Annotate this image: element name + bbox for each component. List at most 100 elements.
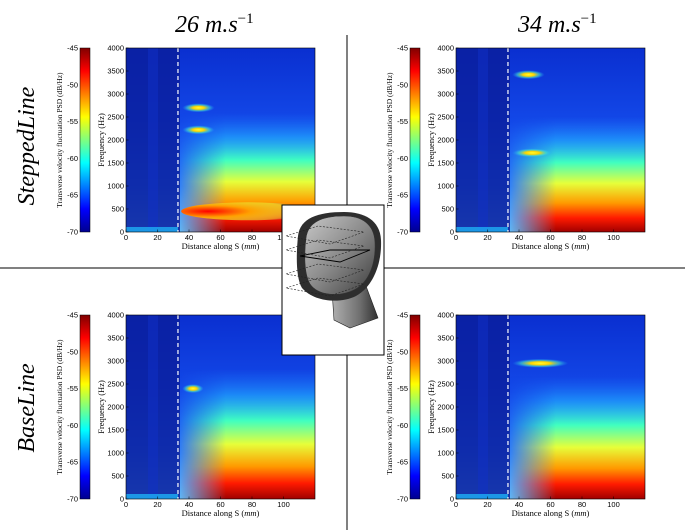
- x-axis-label: Distance along S (mm): [182, 508, 260, 518]
- x-axis-label: Distance along S (mm): [182, 241, 260, 251]
- colorbar-tick-label: -60: [397, 154, 408, 163]
- x-tick-label: 40: [515, 500, 523, 509]
- colorbar-tick-label: -45: [67, 44, 78, 53]
- y-tick-label: 4000: [107, 44, 124, 53]
- y-tick-label: 1500: [107, 426, 124, 435]
- colorbar-tick-label: -50: [67, 80, 78, 89]
- y-tick-label: 3000: [107, 357, 124, 366]
- colorbar-tick-label: -65: [397, 458, 408, 467]
- y-tick-label: 3000: [437, 90, 454, 99]
- panel-steppedline-26-m-s-1: -45 -50 -55 -60 -65 -70 Transverse velocity fl…: [55, 44, 316, 251]
- x-tick-label: 40: [515, 233, 523, 242]
- y-tick-label: 0: [450, 495, 454, 504]
- y-tick-label: 2000: [107, 403, 124, 412]
- panel-steppedline-34-m-s-1: -45 -50 -55 -60 -65 -70 Transverse velocity fl…: [385, 44, 646, 251]
- y-tick-label: 4000: [437, 44, 454, 53]
- colorbar-tick-label: -70: [397, 228, 408, 237]
- heatmap-area: [456, 48, 645, 232]
- y-axis-label: Frequency (Hz): [426, 380, 436, 434]
- x-tick-label: 80: [248, 500, 256, 509]
- x-tick-label: 0: [454, 500, 458, 509]
- x-tick-label: 80: [578, 500, 586, 509]
- y-tick-label: 0: [450, 228, 454, 237]
- y-tick-label: 1000: [437, 449, 454, 458]
- y-tick-label: 1500: [107, 159, 124, 168]
- x-tick-label: 100: [277, 500, 290, 509]
- colorbar-tick-label: -55: [67, 384, 78, 393]
- x-axis-label: Distance along S (mm): [512, 508, 590, 518]
- colorbar-tick-label: -70: [67, 495, 78, 504]
- colorbar-label: Transverse velocity fluctuation PSD (dB/…: [55, 339, 64, 475]
- row-label-baseline: BaseLine: [14, 363, 40, 453]
- y-tick-label: 500: [111, 205, 124, 214]
- col-title-26: 26 m.s−1: [175, 11, 254, 38]
- x-tick-label: 80: [578, 233, 586, 242]
- row-label-steppedline: SteppedLine: [14, 86, 40, 205]
- tonal-peak: [182, 125, 215, 135]
- colorbar-tick-label: -45: [397, 311, 408, 320]
- colorbar-label: Transverse velocity fluctuation PSD (dB/…: [55, 72, 64, 208]
- x-tick-label: 100: [607, 500, 620, 509]
- y-tick-label: 0: [120, 495, 124, 504]
- y-tick-label: 3000: [437, 357, 454, 366]
- x-tick-label: 80: [248, 233, 256, 242]
- y-tick-label: 3500: [107, 67, 124, 76]
- y-tick-label: 2000: [437, 403, 454, 412]
- y-tick-label: 4000: [437, 311, 454, 320]
- y-axis-label: Frequency (Hz): [96, 113, 106, 167]
- y-axis-label: Frequency (Hz): [96, 380, 106, 434]
- panel-baseline-34-m-s-1: -45 -50 -55 -60 -65 -70 Transverse velocity fl…: [385, 311, 646, 518]
- y-axis-label: Frequency (Hz): [426, 113, 436, 167]
- colorbar-tick-label: -55: [397, 117, 408, 126]
- y-tick-label: 2000: [437, 136, 454, 145]
- colorbar: [79, 314, 91, 500]
- tonal-peak: [512, 70, 545, 80]
- x-tick-label: 40: [185, 500, 193, 509]
- y-tick-label: 1500: [437, 159, 454, 168]
- colorbar-tick-label: -60: [67, 421, 78, 430]
- colorbar-label: Transverse velocity fluctuation PSD (dB/…: [385, 339, 394, 475]
- x-tick-label: 20: [153, 233, 161, 242]
- panel-baseline-26-m-s-1: -45 -50 -55 -60 -65 -70 Transverse velocity fl…: [55, 311, 316, 518]
- y-tick-label: 3000: [107, 90, 124, 99]
- heatmap-area: [126, 48, 315, 232]
- colorbar: [409, 314, 421, 500]
- colorbar-tick-label: -55: [397, 384, 408, 393]
- y-tick-label: 3500: [107, 334, 124, 343]
- y-tick-label: 2500: [437, 380, 454, 389]
- x-tick-label: 60: [216, 500, 224, 509]
- colorbar-tick-label: -65: [397, 191, 408, 200]
- y-tick-label: 2000: [107, 136, 124, 145]
- x-axis-label: Distance along S (mm): [512, 241, 590, 251]
- y-tick-label: 500: [441, 472, 454, 481]
- x-tick-label: 60: [546, 233, 554, 242]
- colorbar-tick-label: -45: [397, 44, 408, 53]
- y-tick-label: 2500: [437, 113, 454, 122]
- tonal-peak: [182, 103, 215, 113]
- x-tick-label: 0: [124, 233, 128, 242]
- colorbar-tick-label: -65: [67, 191, 78, 200]
- y-tick-label: 4000: [107, 311, 124, 320]
- colorbar-tick-label: -55: [67, 117, 78, 126]
- y-tick-label: 3500: [437, 334, 454, 343]
- side-mirror-model-icon: [285, 212, 382, 329]
- y-tick-label: 500: [111, 472, 124, 481]
- y-tick-label: 0: [120, 228, 124, 237]
- y-tick-label: 2500: [107, 380, 124, 389]
- colorbar-tick-label: -70: [67, 228, 78, 237]
- colorbar-tick-label: -60: [67, 154, 78, 163]
- colorbar-tick-label: -60: [397, 421, 408, 430]
- tonal-peak: [512, 148, 553, 158]
- tonal-peak: [182, 384, 204, 394]
- colorbar-tick-label: -70: [397, 495, 408, 504]
- x-tick-label: 0: [454, 233, 458, 242]
- x-tick-label: 100: [607, 233, 620, 242]
- x-tick-label: 60: [216, 233, 224, 242]
- y-tick-label: 1000: [107, 449, 124, 458]
- colorbar-label: Transverse velocity fluctuation PSD (dB/…: [385, 72, 394, 208]
- colorbar-tick-label: -50: [397, 80, 408, 89]
- y-tick-label: 3500: [437, 67, 454, 76]
- x-tick-label: 20: [483, 233, 491, 242]
- x-tick-label: 20: [153, 500, 161, 509]
- y-tick-label: 2500: [107, 113, 124, 122]
